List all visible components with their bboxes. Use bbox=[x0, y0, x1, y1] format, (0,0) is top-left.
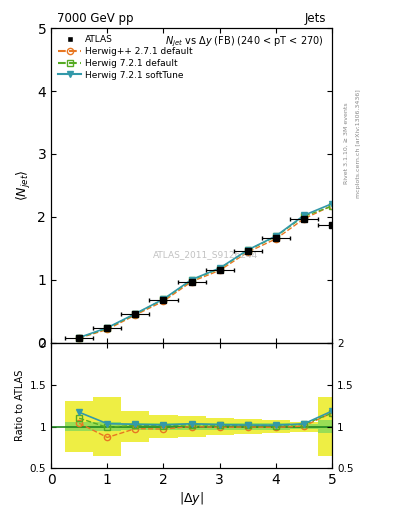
Text: Jets: Jets bbox=[305, 12, 327, 25]
Text: 7000 GeV pp: 7000 GeV pp bbox=[57, 12, 133, 25]
Text: $N_{jet}$ vs $\Delta y$ (FB) (240 < pT < 270): $N_{jet}$ vs $\Delta y$ (FB) (240 < pT <… bbox=[165, 34, 324, 49]
Legend: ATLAS, Herwig++ 2.7.1 default, Herwig 7.2.1 default, Herwig 7.2.1 softTune: ATLAS, Herwig++ 2.7.1 default, Herwig 7.… bbox=[55, 33, 196, 82]
X-axis label: $|\Delta y|$: $|\Delta y|$ bbox=[179, 490, 204, 507]
Text: Rivet 3.1.10, ≥ 3M events: Rivet 3.1.10, ≥ 3M events bbox=[344, 102, 349, 184]
Text: mcplots.cern.ch [arXiv:1306.3436]: mcplots.cern.ch [arXiv:1306.3436] bbox=[356, 89, 361, 198]
Y-axis label: Ratio to ATLAS: Ratio to ATLAS bbox=[15, 370, 26, 441]
Y-axis label: $\langle N_{jet} \rangle$: $\langle N_{jet} \rangle$ bbox=[15, 169, 33, 201]
Text: ATLAS_2011_S9126244: ATLAS_2011_S9126244 bbox=[153, 250, 258, 259]
